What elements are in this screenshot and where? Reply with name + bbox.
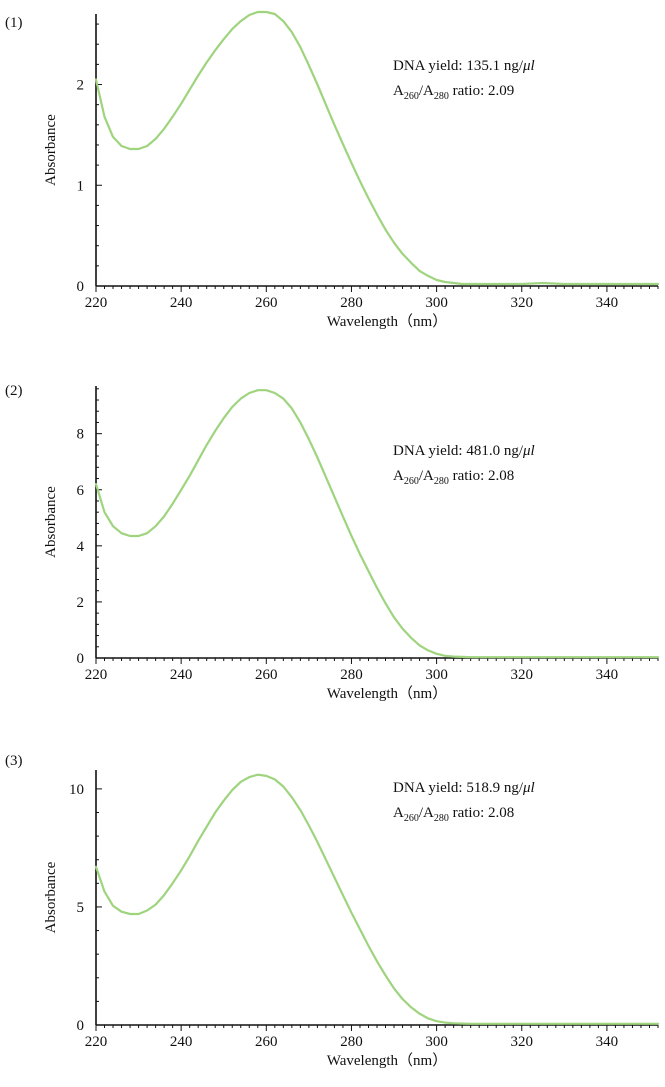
y-tick-label: 8 — [77, 427, 85, 443]
y-tick-label: 0 — [77, 651, 85, 667]
dna-yield-text: DNA yield: 518.9 ng/ — [393, 780, 524, 796]
x-tick-label: 220 — [85, 1034, 108, 1050]
ratio-value: ratio: 2.08 — [449, 805, 514, 821]
x-tick-label: 260 — [255, 1034, 278, 1050]
y-tick-label: 4 — [77, 539, 85, 555]
ratio-subscript-280: 280 — [434, 476, 449, 487]
ratio-value: ratio: 2.08 — [449, 468, 514, 484]
y-tick-label: 10 — [69, 782, 84, 798]
x-tick-label: 280 — [340, 667, 363, 683]
ratio-mid: /A — [419, 83, 434, 99]
chart-panel-2: (2) 220 240 260 280 300 320 340 0 2 4 6 8 Wavelength（… — [5, 383, 660, 702]
series-line-1 — [94, 773, 660, 1025]
chart-panel-1: (1) 220 240 260 280 300 320 340 0 1 2 Wavelength（nm… — [5, 10, 660, 330]
dna-yield-unit: μl — [522, 443, 535, 459]
dna-yield-text: DNA yield: 481.0 ng/ — [393, 443, 524, 459]
ratio-annotation: A260/A280 ratio: 2.08 — [393, 468, 514, 487]
x-tick-label: 320 — [511, 295, 534, 311]
x-axis-title: Wavelength（nm） — [327, 313, 447, 330]
x-tick-label: 320 — [511, 667, 534, 683]
ratio-annotation: A260/A280 ratio: 2.09 — [393, 83, 514, 102]
dna-yield-annotation: DNA yield: 481.0 ng/μl — [393, 443, 535, 459]
x-tick-label: 260 — [255, 667, 278, 683]
x-tick-label: 220 — [85, 295, 108, 311]
x-tick-label: 280 — [340, 295, 363, 311]
ratio-subscript-280: 280 — [434, 91, 449, 102]
x-tick-label: 300 — [425, 295, 448, 311]
x-axis-title: Wavelength（nm） — [327, 685, 447, 702]
ratio-mid: /A — [419, 805, 434, 821]
dna-yield-annotation: DNA yield: 135.1 ng/μl — [393, 58, 535, 74]
ratio-prefix: A — [393, 83, 404, 99]
ratio-value: ratio: 2.09 — [449, 83, 514, 99]
x-tick-label: 340 — [596, 295, 619, 311]
y-tick-label: 2 — [77, 595, 85, 611]
ratio-mid: /A — [419, 468, 434, 484]
ratio-prefix: A — [393, 805, 404, 821]
dna-yield-text: DNA yield: 135.1 ng/ — [393, 58, 524, 74]
x-tick-label: 220 — [85, 667, 108, 683]
ratio-subscript-260: 260 — [404, 476, 419, 487]
y-axis-title: Absorbance — [43, 114, 59, 186]
x-tick-label: 240 — [170, 295, 193, 311]
y-axis-title: Absorbance — [43, 486, 59, 558]
dna-yield-annotation: DNA yield: 518.9 ng/μl — [393, 780, 535, 796]
y-tick-label: 1 — [77, 178, 85, 194]
ratio-prefix: A — [393, 468, 404, 484]
series-line-1 — [94, 389, 660, 659]
x-tick-label: 240 — [170, 1034, 193, 1050]
dna-yield-unit: μl — [522, 780, 535, 796]
panel-label: (2) — [5, 383, 23, 399]
y-axis-title: Absorbance — [43, 861, 59, 933]
y-tick-label: 0 — [77, 279, 85, 295]
x-tick-label: 240 — [170, 667, 193, 683]
ratio-subscript-260: 260 — [404, 813, 419, 824]
y-tick-label: 5 — [77, 900, 85, 916]
chart-panel-3: (3) 220 240 260 280 300 320 340 0 5 10 Wavelength（n… — [5, 753, 660, 1069]
x-tick-label: 300 — [425, 1034, 448, 1050]
x-tick-label: 300 — [425, 667, 448, 683]
ratio-annotation: A260/A280 ratio: 2.08 — [393, 805, 514, 824]
dna-yield-unit: μl — [522, 58, 535, 74]
panel-label: (3) — [5, 753, 23, 769]
x-tick-label: 280 — [340, 1034, 363, 1050]
ratio-subscript-260: 260 — [404, 91, 419, 102]
y-tick-label: 2 — [77, 78, 85, 94]
x-tick-label: 320 — [511, 1034, 534, 1050]
series-line-1 — [94, 10, 660, 286]
ratio-subscript-280: 280 — [434, 813, 449, 824]
y-tick-label: 6 — [77, 483, 85, 499]
y-tick-label: 0 — [77, 1018, 85, 1034]
panel-label: (1) — [5, 15, 23, 31]
x-tick-label: 260 — [255, 295, 278, 311]
x-axis-title: Wavelength（nm） — [327, 1052, 447, 1069]
x-tick-label: 340 — [596, 667, 619, 683]
x-tick-label: 340 — [596, 1034, 619, 1050]
